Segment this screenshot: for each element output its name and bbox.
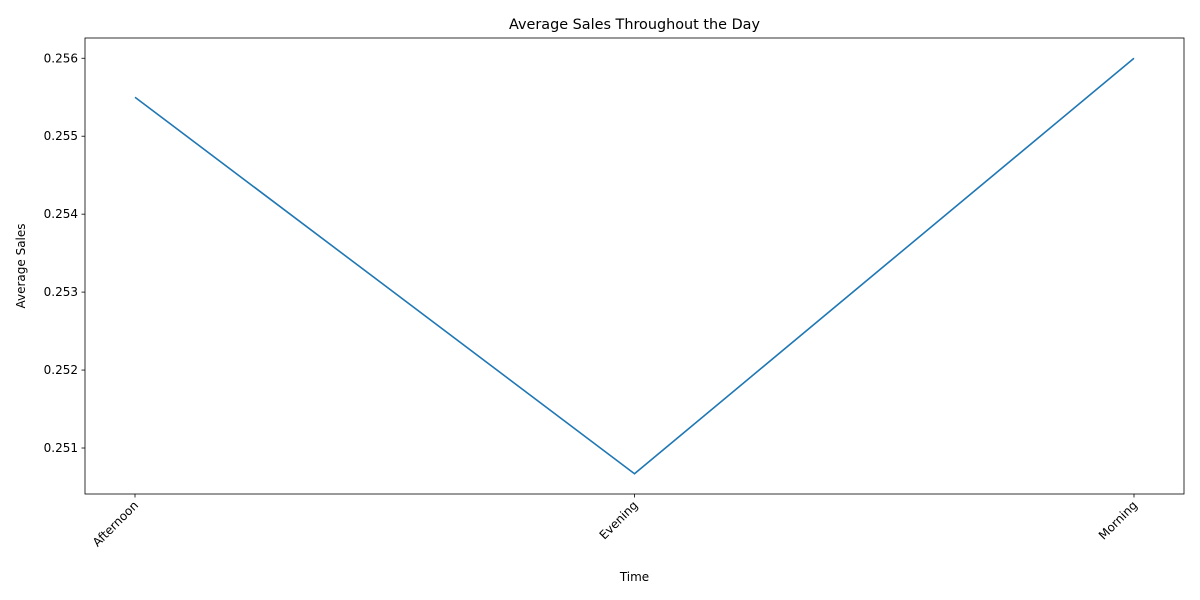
y-axis: 0.251 0.252 0.253 0.254 0.255 0.256 bbox=[44, 51, 85, 455]
y-tick-label: 0.256 bbox=[44, 51, 78, 65]
y-tick-label: 0.255 bbox=[44, 129, 78, 143]
series-line bbox=[134, 57, 1135, 475]
y-tick-label: 0.251 bbox=[44, 441, 78, 455]
y-axis-label: Average Sales bbox=[14, 223, 28, 308]
y-tick-label: 0.252 bbox=[44, 363, 78, 377]
y-tick-label: 0.253 bbox=[44, 285, 78, 299]
x-axis-label: Time bbox=[619, 570, 649, 584]
y-tick-label: 0.254 bbox=[44, 207, 78, 221]
plot-area bbox=[134, 57, 1135, 475]
chart-title: Average Sales Throughout the Day bbox=[509, 17, 760, 33]
